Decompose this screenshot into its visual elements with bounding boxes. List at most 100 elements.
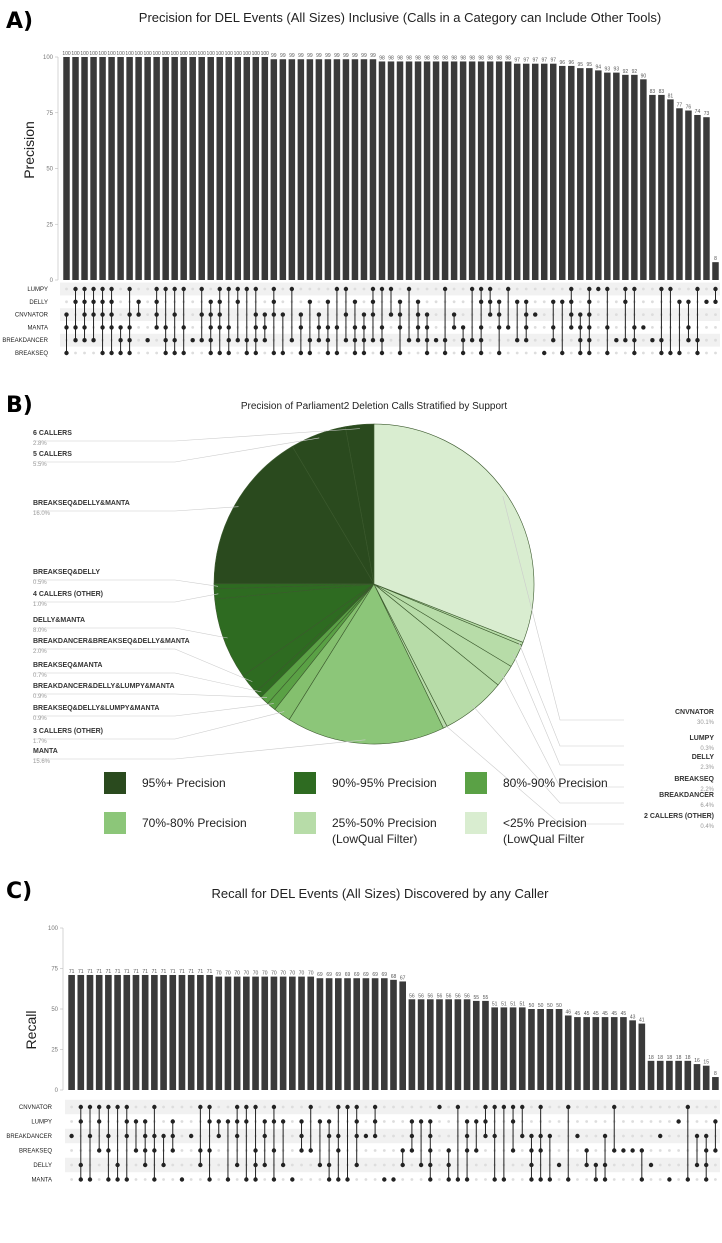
matrix-dot xyxy=(452,351,456,355)
bar-value-label: 56 xyxy=(409,993,415,999)
pie-leader-line xyxy=(513,654,624,766)
matrix-dot xyxy=(622,1178,625,1181)
panel-c: C) Recall for DEL Events (All Sizes) Dis… xyxy=(6,879,720,1184)
matrix-dot xyxy=(171,1178,175,1181)
bar xyxy=(500,1007,508,1090)
matrix-dot xyxy=(327,1105,331,1109)
bar-value-label: 100 xyxy=(152,51,161,57)
bar-value-label: 50 xyxy=(538,1003,544,1009)
matrix-dot xyxy=(705,326,708,329)
legend-label: 80%-90% Precision xyxy=(503,776,608,790)
legend-label: 70%-80% Precision xyxy=(142,816,247,830)
pie-slice-label: BREAKSEQ&DELLY xyxy=(33,569,100,576)
matrix-dot-active xyxy=(190,338,195,343)
pie-leader-line xyxy=(33,739,366,760)
y-tick-label: 25 xyxy=(51,1048,58,1054)
bar-value-label: 70 xyxy=(280,971,286,977)
matrix-dot xyxy=(146,326,150,329)
matrix-dot-active xyxy=(578,312,583,317)
bar xyxy=(472,1000,480,1090)
legend-swatch xyxy=(294,772,316,794)
matrix-dot xyxy=(353,287,357,291)
bar xyxy=(396,61,404,281)
bar xyxy=(324,59,332,281)
set-label: BREAKDANCER xyxy=(2,338,48,344)
matrix-dot xyxy=(557,1149,561,1152)
bar-value-label: 16 xyxy=(694,1058,700,1064)
bar-value-label: 67 xyxy=(400,975,406,981)
matrix-dot xyxy=(594,1120,598,1123)
bar xyxy=(206,974,213,1090)
matrix-dot xyxy=(137,351,141,355)
matrix-dot xyxy=(137,326,141,329)
y-tick-label: 75 xyxy=(46,111,53,117)
bar-value-label: 70 xyxy=(216,971,222,977)
matrix-dot xyxy=(401,1120,405,1123)
bar xyxy=(90,57,97,280)
matrix-dot-active xyxy=(290,1177,295,1182)
pie-leader-line xyxy=(472,704,624,804)
pie-slice-label: 6 CALLERS xyxy=(33,430,72,437)
bar-value-label: 50 xyxy=(529,1003,535,1009)
matrix-dot xyxy=(596,300,600,304)
matrix-dot xyxy=(474,1178,478,1181)
matrix-dot xyxy=(678,287,681,291)
matrix-dot xyxy=(520,1149,524,1152)
matrix-dot xyxy=(281,287,285,291)
matrix-dot xyxy=(70,1178,73,1181)
pie-slice-label: 5 CALLERS xyxy=(33,451,72,458)
bar xyxy=(132,974,140,1090)
pie-slice-pct: 0.9% xyxy=(33,694,47,700)
pie-slice-label: LUMPY xyxy=(690,735,715,742)
matrix-dot-active xyxy=(424,312,430,317)
y-tick-label: 75 xyxy=(51,967,58,973)
matrix-dot-active xyxy=(363,1133,369,1139)
matrix-dot xyxy=(557,1105,561,1109)
bar xyxy=(583,1017,590,1090)
bar xyxy=(631,74,638,280)
legend-label-sub: (LowQual Filter xyxy=(503,832,584,846)
bar-value-label: 81 xyxy=(668,93,674,99)
pie-slice-pct: 2.2% xyxy=(700,787,714,793)
matrix-dot xyxy=(631,1163,635,1167)
matrix-dot xyxy=(677,1178,681,1181)
bar xyxy=(187,974,195,1090)
bar-value-label: 99 xyxy=(325,53,331,59)
bar-value-label: 15 xyxy=(703,1060,709,1066)
matrix-dot xyxy=(511,1163,515,1167)
bar-value-label: 51 xyxy=(519,1001,525,1007)
bar xyxy=(622,74,629,280)
matrix-dot-active xyxy=(64,312,69,317)
matrix-dot xyxy=(392,1149,395,1152)
matrix-dot xyxy=(714,313,717,316)
bar-value-label: 71 xyxy=(106,969,112,975)
bar-value-label: 94 xyxy=(596,64,602,70)
matrix-dot xyxy=(209,287,213,291)
pie-slice-pct: 1.7% xyxy=(33,739,47,745)
matrix-dot xyxy=(677,1163,681,1167)
bar-value-label: 18 xyxy=(676,1055,682,1061)
bar xyxy=(63,57,70,280)
bar-value-label: 98 xyxy=(442,55,448,61)
matrix-dot xyxy=(317,300,321,304)
bar-value-label: 92 xyxy=(623,69,629,75)
matrix-dot xyxy=(401,1178,405,1181)
bar xyxy=(216,57,223,280)
matrix-dot xyxy=(226,1105,230,1109)
bar xyxy=(522,63,530,280)
matrix-dot xyxy=(578,287,582,291)
bar xyxy=(207,57,214,280)
matrix-dot xyxy=(631,1134,635,1138)
bar xyxy=(72,57,79,280)
panel-b: B) Precision of Parliament2 Deletion Cal… xyxy=(6,393,715,846)
matrix-dot xyxy=(578,300,582,304)
matrix-dot xyxy=(189,1178,193,1181)
matrix-dot xyxy=(434,287,438,291)
matrix-dot xyxy=(434,351,438,355)
bar-value-label: 99 xyxy=(343,53,349,59)
matrix-dot-active xyxy=(650,338,655,343)
bar-value-label: 70 xyxy=(244,971,250,977)
bar xyxy=(445,999,452,1090)
bar xyxy=(252,57,260,280)
